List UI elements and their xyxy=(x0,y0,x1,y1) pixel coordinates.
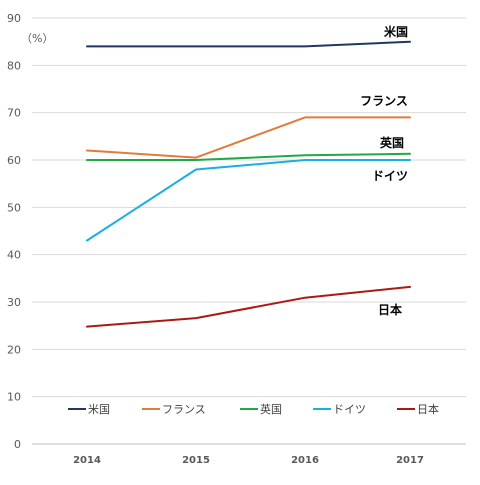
y-tick-label-0: 0 xyxy=(14,438,21,451)
y-tick-label-90: 90 xyxy=(7,12,21,25)
legend-label-3: ドイツ xyxy=(333,403,366,416)
series-line-4 xyxy=(86,285,411,328)
series-end-label-3: ドイツ xyxy=(372,169,408,183)
x-tick-label-2016: 2016 xyxy=(291,455,319,466)
y-tick-label-40: 40 xyxy=(7,249,21,262)
y-unit-label: （%） xyxy=(21,32,53,45)
axes: 0 10 20 30 40 50 60 70 80 90 2014 2015 2016 2017 xyxy=(7,12,424,466)
y-tick-label-80: 80 xyxy=(7,59,21,72)
x-tick-label-2017: 2017 xyxy=(396,455,424,466)
y-tick-label-60: 60 xyxy=(7,154,21,167)
series-end-label-4: 日本 xyxy=(378,302,402,317)
series-lines xyxy=(86,40,411,328)
legend: 米国 フランス 英国 ドイツ 日本 xyxy=(68,402,439,416)
series-end-label-0: 米国 xyxy=(384,24,408,39)
x-tick-label-2015: 2015 xyxy=(182,455,210,466)
series-line-1 xyxy=(86,116,411,159)
y-tick-label-20: 20 xyxy=(7,343,21,356)
legend-label-4: 日本 xyxy=(417,402,439,416)
series-end-label-2: 英国 xyxy=(380,135,404,150)
y-tick-label-70: 70 xyxy=(7,107,21,120)
series-end-label-1: フランス xyxy=(360,94,408,108)
gridlines xyxy=(32,17,466,445)
legend-label-1: フランス xyxy=(162,403,206,416)
y-tick-label-10: 10 xyxy=(7,391,21,404)
series-line-3 xyxy=(86,159,411,242)
series-line-0 xyxy=(86,40,411,48)
legend-label-2: 英国 xyxy=(260,402,282,416)
x-tick-label-2014: 2014 xyxy=(73,455,101,466)
legend-label-0: 米国 xyxy=(88,403,110,416)
series-line-2 xyxy=(86,152,411,161)
y-tick-label-50: 50 xyxy=(7,201,21,214)
y-tick-label-30: 30 xyxy=(7,296,21,309)
